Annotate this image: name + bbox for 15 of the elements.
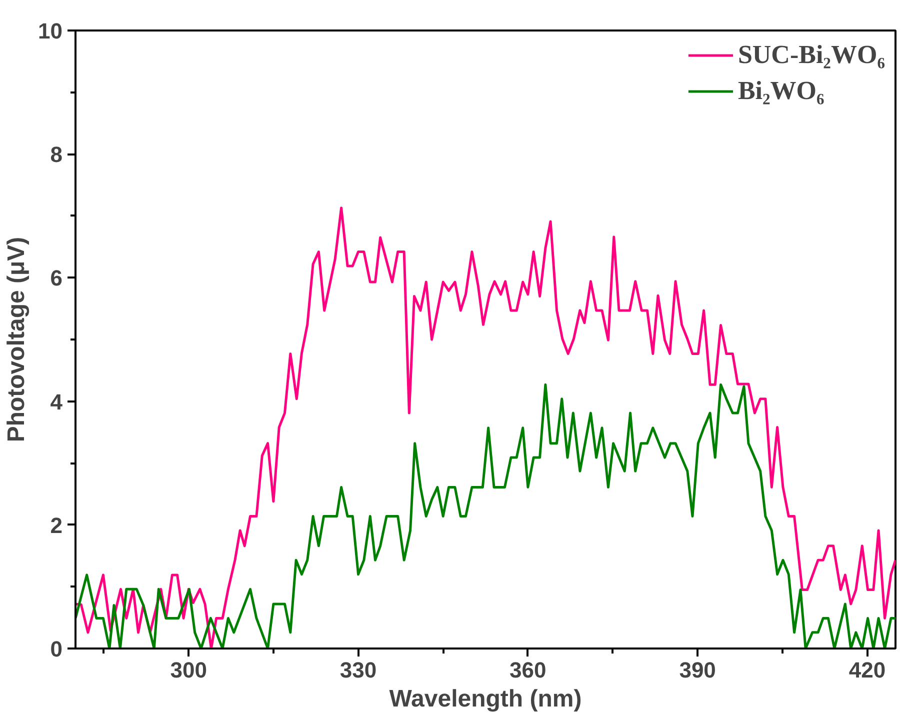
y-tick-label: 0 — [50, 636, 63, 662]
x-tick-label: 420 — [848, 658, 886, 682]
x-axis-title: Wavelength (nm) — [389, 686, 582, 712]
y-tick-label: 4 — [50, 389, 64, 414]
y-axis-title: Photovoltage (μV) — [3, 236, 30, 442]
y-tick-label: 2 — [50, 512, 63, 538]
x-tick-label: 390 — [679, 658, 716, 682]
x-tick-label: 300 — [170, 658, 207, 682]
y-tick-label: 6 — [50, 266, 63, 291]
y-tick-label: 8 — [50, 142, 63, 168]
x-tick-label: 330 — [340, 658, 377, 682]
x-tick-label: 360 — [510, 658, 546, 682]
legend-label: SUC-Bi₂WO₆ — [738, 40, 885, 70]
legend-label: Bi₂WO₆ — [738, 76, 824, 106]
y-tick-label: 10 — [38, 18, 63, 44]
